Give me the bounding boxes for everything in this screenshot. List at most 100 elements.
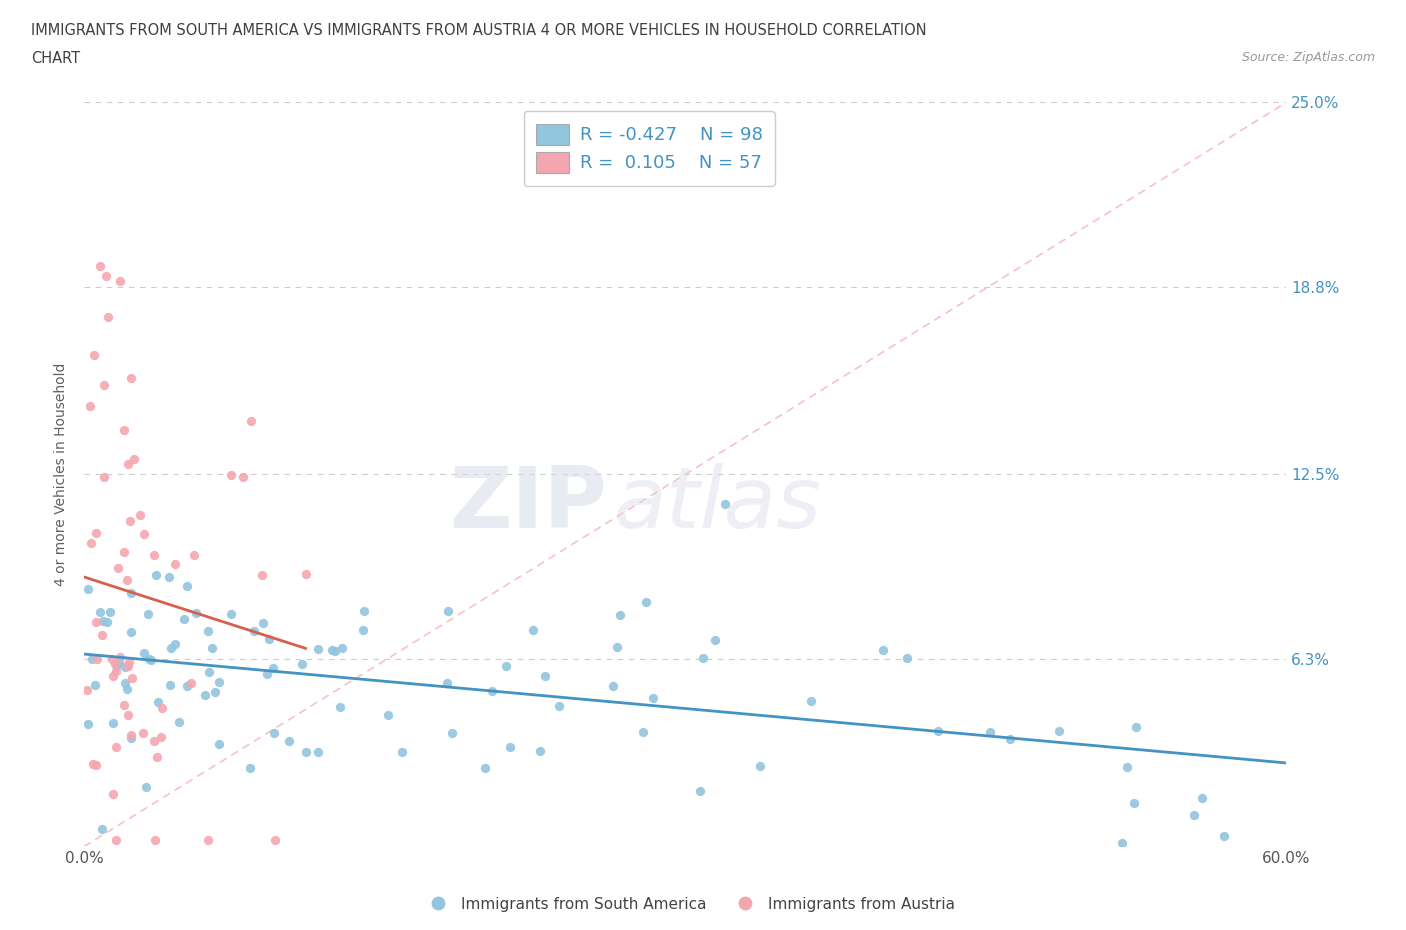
- Point: [120, 585, 142, 600]
- Point: [77, 717, 100, 732]
- Point: [291, 657, 314, 671]
- Point: [176, 679, 198, 694]
- Point: [278, 734, 301, 749]
- Point: [110, 273, 132, 288]
- Point: [481, 684, 503, 698]
- Point: [548, 698, 571, 713]
- Point: [160, 641, 183, 656]
- Point: [263, 833, 285, 848]
- Point: [84, 678, 107, 693]
- Point: [1213, 829, 1236, 844]
- Point: [135, 780, 157, 795]
- Point: [180, 676, 202, 691]
- Point: [183, 548, 205, 563]
- Point: [115, 572, 138, 587]
- Point: [118, 655, 141, 670]
- Point: [440, 725, 463, 740]
- Point: [91, 627, 114, 642]
- Point: [117, 658, 139, 673]
- Point: [262, 660, 284, 675]
- Point: [79, 536, 101, 551]
- Point: [86, 615, 108, 630]
- Point: [1111, 836, 1133, 851]
- Point: [201, 641, 224, 656]
- Point: [110, 650, 132, 665]
- Point: [307, 642, 329, 657]
- Point: [243, 624, 266, 639]
- Point: [176, 578, 198, 593]
- Point: [136, 607, 159, 622]
- Point: [1125, 720, 1147, 735]
- Point: [94, 269, 117, 284]
- Point: [896, 650, 918, 665]
- Point: [134, 526, 156, 541]
- Point: [139, 653, 162, 668]
- Point: [84, 758, 107, 773]
- Point: [998, 731, 1021, 746]
- Point: [602, 679, 624, 694]
- Point: [89, 604, 111, 619]
- Point: [377, 708, 399, 723]
- Point: [114, 675, 136, 690]
- Point: [101, 787, 124, 802]
- Point: [232, 470, 254, 485]
- Point: [103, 658, 125, 672]
- Point: [800, 694, 823, 709]
- Point: [105, 658, 128, 672]
- Point: [208, 737, 231, 752]
- Point: [307, 745, 329, 760]
- Point: [391, 744, 413, 759]
- Point: [82, 651, 104, 666]
- Point: [295, 744, 318, 759]
- Text: IMMIGRANTS FROM SOUTH AMERICA VS IMMIGRANTS FROM AUSTRIA 4 OR MORE VEHICLES IN H: IMMIGRANTS FROM SOUTH AMERICA VS IMMIGRA…: [31, 23, 927, 38]
- Point: [83, 348, 105, 363]
- Point: [979, 724, 1001, 739]
- Point: [96, 615, 118, 630]
- Text: CHART: CHART: [31, 51, 80, 66]
- Point: [1182, 807, 1205, 822]
- Legend: Immigrants from South America, Immigrants from Austria: Immigrants from South America, Immigrant…: [418, 891, 960, 918]
- Point: [150, 730, 173, 745]
- Point: [250, 567, 273, 582]
- Point: [120, 728, 142, 743]
- Point: [352, 622, 374, 637]
- Point: [872, 643, 894, 658]
- Point: [197, 624, 219, 639]
- Point: [606, 640, 628, 655]
- Point: [436, 675, 458, 690]
- Point: [186, 606, 208, 621]
- Point: [98, 604, 121, 619]
- Point: [323, 644, 346, 658]
- Point: [208, 674, 231, 689]
- Point: [474, 760, 496, 775]
- Point: [748, 759, 770, 774]
- Point: [142, 734, 165, 749]
- Point: [120, 625, 142, 640]
- Point: [114, 659, 136, 674]
- Point: [143, 547, 166, 562]
- Point: [118, 514, 141, 529]
- Point: [927, 724, 949, 738]
- Point: [163, 556, 186, 571]
- Point: [239, 761, 262, 776]
- Text: ZIP: ZIP: [450, 462, 607, 546]
- Point: [533, 668, 555, 683]
- Point: [329, 699, 352, 714]
- Point: [499, 739, 522, 754]
- Point: [1191, 790, 1213, 805]
- Point: [204, 684, 226, 699]
- Point: [103, 669, 125, 684]
- Point: [294, 566, 316, 581]
- Point: [143, 833, 166, 848]
- Point: [173, 611, 195, 626]
- Point: [689, 784, 711, 799]
- Point: [148, 694, 170, 709]
- Point: [256, 666, 278, 681]
- Point: [150, 700, 173, 715]
- Point: [131, 726, 153, 741]
- Point: [163, 637, 186, 652]
- Point: [79, 398, 101, 413]
- Point: [495, 658, 517, 673]
- Point: [219, 467, 242, 482]
- Point: [609, 607, 631, 622]
